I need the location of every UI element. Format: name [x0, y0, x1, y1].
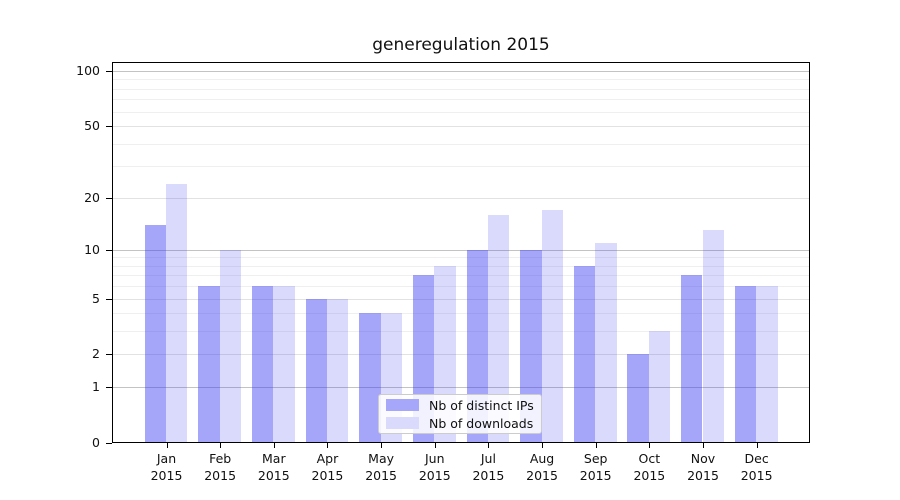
x-tick-label-may: May 2015 — [365, 451, 397, 483]
bar-jul-downloads — [487, 214, 510, 442]
bar-apr-ips — [305, 298, 327, 442]
bar-dec-downloads — [756, 286, 778, 442]
x-tick-label-mar: Mar 2015 — [257, 451, 290, 483]
x-tick-label-feb: Feb 2015 — [204, 451, 237, 483]
x-tick-label-nov: Nov 2015 — [687, 451, 719, 483]
x-tick-feb — [220, 443, 222, 448]
x-tick-label-jun: Jun 2015 — [418, 451, 451, 483]
y-tick-label-50: 50 — [84, 118, 100, 134]
x-tick-dec — [756, 443, 758, 448]
gridline-2 — [113, 354, 809, 356]
x-tick-jan — [166, 443, 168, 448]
bar-aug-downloads — [541, 210, 563, 442]
bar-feb-ips — [198, 286, 220, 442]
bar-dec-ips — [734, 286, 757, 442]
y-tick-1 — [106, 387, 112, 389]
y-tick-label-10: 10 — [84, 241, 100, 257]
bar-nov-ips — [681, 275, 703, 442]
x-tick-label-jan: Jan 2015 — [150, 451, 183, 483]
plot-area — [112, 62, 810, 443]
bar-nov-downloads — [702, 230, 724, 442]
gridline-minor-90 — [113, 79, 809, 81]
y-tick-20 — [106, 197, 112, 199]
x-tick-sep — [595, 443, 597, 448]
gridline-minor-6 — [113, 286, 809, 288]
y-tick-label-20: 20 — [84, 189, 100, 205]
y-tick-10 — [106, 249, 112, 251]
y-tick-0 — [106, 443, 112, 444]
bar-jan-ips — [144, 224, 166, 442]
x-tick-label-sep: Sep 2015 — [579, 451, 612, 483]
bar-mar-downloads — [273, 286, 295, 442]
gridline-10 — [113, 249, 809, 251]
y-tick-5 — [106, 298, 112, 300]
x-tick-label-dec: Dec 2015 — [740, 451, 773, 483]
legend-label-downloads: Nb of downloads — [429, 415, 534, 431]
y-tick-label-5: 5 — [92, 290, 100, 306]
gridline-minor-3 — [113, 331, 809, 333]
x-tick-apr — [327, 443, 329, 448]
x-tick-may — [381, 443, 383, 448]
bar-jul-ips — [466, 249, 488, 442]
chart-title: generegulation 2015 — [372, 35, 550, 55]
gridline-100 — [113, 71, 809, 72]
y-tick-label-0: 0 — [92, 435, 100, 450]
bar-feb-downloads — [219, 249, 242, 442]
legend-entry-distinct-ips: Nb of distinct IPs — [386, 397, 534, 413]
y-tick-2 — [106, 354, 112, 356]
x-tick-jun — [434, 443, 436, 448]
legend-swatch-downloads — [386, 417, 419, 429]
gridline-minor-70 — [113, 99, 809, 101]
legend: Nb of distinct IPs Nb of downloads — [378, 394, 542, 434]
y-tick-100 — [106, 71, 112, 72]
x-tick-jul — [488, 443, 490, 448]
x-tick-label-jul: Jul 2015 — [472, 451, 505, 483]
x-tick-label-oct: Oct 2015 — [633, 451, 666, 483]
bar-may-ips — [359, 313, 381, 442]
x-tick-label-aug: Aug 2015 — [526, 451, 558, 483]
x-tick-aug — [542, 443, 544, 448]
gridline-minor-40 — [113, 143, 809, 145]
gridline-minor-80 — [113, 88, 809, 90]
gridline-minor-8 — [113, 265, 809, 267]
bar-sep-downloads — [595, 242, 617, 442]
bar-aug-ips — [520, 249, 542, 442]
bar-apr-downloads — [326, 298, 349, 442]
x-tick-nov — [703, 443, 704, 448]
gridline-minor-9 — [113, 257, 809, 259]
bar-jan-downloads — [166, 183, 188, 442]
legend-entry-downloads: Nb of downloads — [386, 416, 533, 431]
y-tick-label-100: 100 — [76, 63, 100, 78]
gridline-1 — [113, 387, 809, 389]
gridline-minor-4 — [113, 313, 809, 315]
y-tick-50 — [106, 126, 112, 128]
gridline-50 — [113, 126, 809, 128]
gridline-minor-30 — [113, 166, 809, 168]
x-tick-oct — [649, 443, 651, 448]
legend-label-distinct-ips: Nb of distinct IPs — [429, 397, 534, 413]
gridline-20 — [113, 197, 809, 199]
gridline-5 — [113, 298, 809, 300]
bar-mar-ips — [251, 286, 274, 442]
y-tick-label-1: 1 — [92, 379, 100, 395]
gridline-minor-7 — [113, 275, 809, 277]
legend-swatch-distinct-ips — [386, 399, 419, 411]
gridline-minor-60 — [113, 111, 809, 113]
y-tick-label-2: 2 — [92, 346, 100, 362]
x-tick-mar — [273, 443, 275, 448]
bar-oct-downloads — [648, 331, 671, 442]
bar-oct-ips — [627, 354, 649, 442]
bar-sep-ips — [573, 265, 596, 442]
x-tick-label-apr: Apr 2015 — [311, 451, 344, 483]
